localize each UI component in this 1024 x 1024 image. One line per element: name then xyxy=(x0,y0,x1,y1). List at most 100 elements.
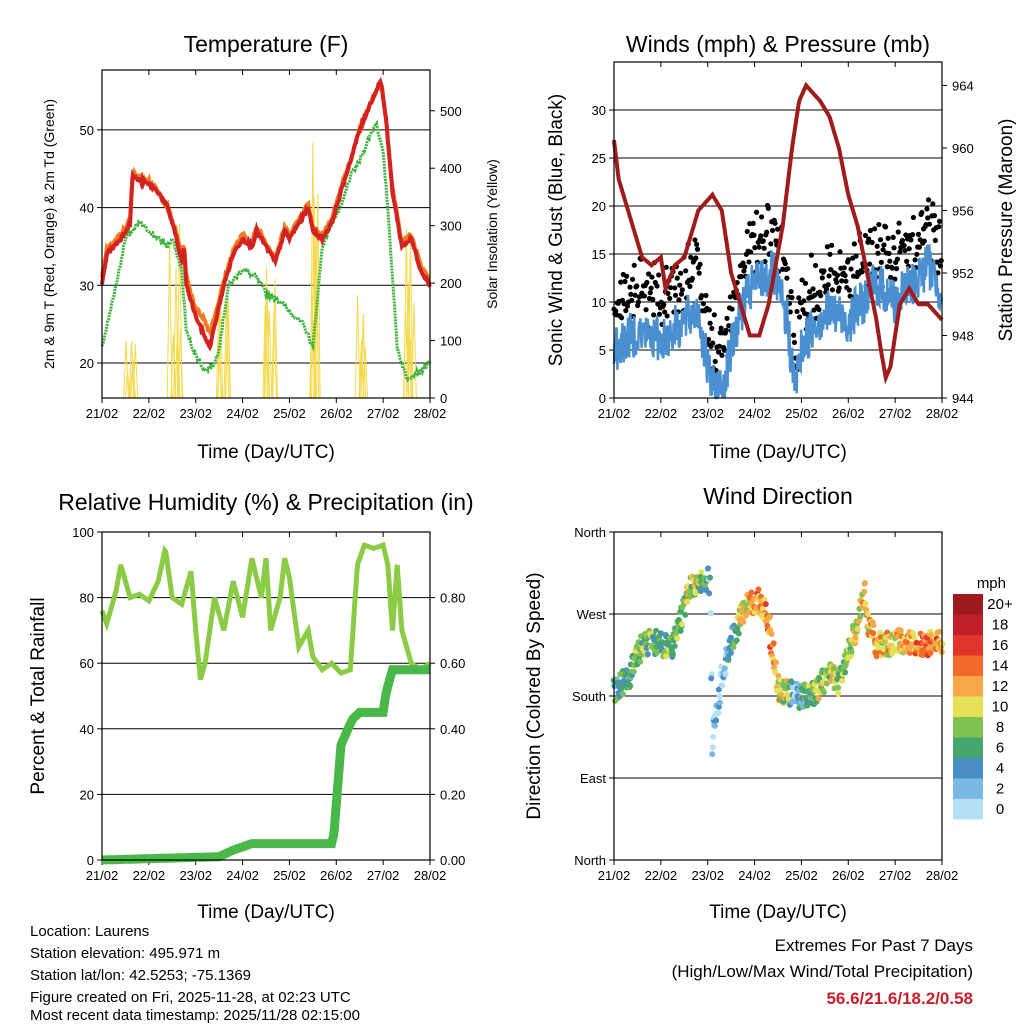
gust-point xyxy=(926,221,933,227)
solar-insolation-spike xyxy=(314,193,321,399)
gust-point xyxy=(889,265,895,271)
gust-point xyxy=(821,268,827,274)
direction-point xyxy=(657,630,664,637)
gust-point xyxy=(689,275,696,282)
y-tick-label: 15 xyxy=(592,247,606,262)
gust-point xyxy=(921,238,927,244)
pressure-ylabel: Station Pressure (Maroon) xyxy=(996,119,1017,342)
direction-point xyxy=(773,659,780,666)
x-tick-label: 22/02 xyxy=(645,406,678,421)
y-right-tick-label: 500 xyxy=(440,104,462,119)
gust-point xyxy=(715,349,722,355)
y-tick-label: 50 xyxy=(80,123,94,138)
direction-point xyxy=(835,684,842,691)
gust-point xyxy=(709,325,715,332)
legend-label: 4 xyxy=(996,760,1004,777)
direction-point xyxy=(870,622,877,629)
gust-point xyxy=(887,258,893,264)
direction-point xyxy=(707,610,714,617)
x-tick-label: 23/02 xyxy=(179,868,212,883)
gust-point xyxy=(799,277,805,283)
gust-point xyxy=(810,286,816,292)
gust-point xyxy=(746,259,752,265)
gust-point xyxy=(796,295,802,301)
gust-point xyxy=(643,307,649,313)
gust-point xyxy=(683,268,689,274)
direction-point xyxy=(719,682,726,689)
gust-point xyxy=(924,206,930,212)
legend-swatch xyxy=(953,635,983,656)
humidity-title: Relative Humidity (%) & Precipitation (i… xyxy=(58,489,473,515)
gust-point xyxy=(801,298,807,304)
legend-label: 20+ xyxy=(987,596,1013,613)
gust-point xyxy=(748,249,754,255)
gust-point xyxy=(703,292,709,299)
gust-point xyxy=(845,257,852,263)
x-tick-label: 23/02 xyxy=(691,406,724,421)
gust-point xyxy=(664,313,670,319)
x-tick-label: 24/02 xyxy=(226,868,259,883)
gust-point xyxy=(627,284,633,290)
solar-insolation-spike xyxy=(130,359,136,399)
gust-point xyxy=(867,227,874,234)
legend-label: 8 xyxy=(996,719,1004,736)
gust-point xyxy=(853,253,859,259)
direction-point xyxy=(835,690,842,697)
gust-point xyxy=(723,327,729,333)
gust-point xyxy=(903,232,909,238)
direction-point xyxy=(861,580,868,587)
gust-point xyxy=(841,265,847,271)
gust-point xyxy=(679,287,685,293)
gust-point xyxy=(654,283,660,289)
gust-point xyxy=(663,264,669,270)
plot-frame xyxy=(613,61,943,399)
gust-point xyxy=(727,294,733,300)
gust-point xyxy=(700,300,707,307)
gust-point xyxy=(629,297,635,303)
gust-point xyxy=(894,256,900,262)
gust-point xyxy=(925,197,932,203)
direction-point xyxy=(627,682,634,689)
gust-point xyxy=(788,288,794,295)
gust-point xyxy=(808,252,814,258)
gust-point xyxy=(674,275,680,281)
gust-point xyxy=(811,307,817,313)
gust-point xyxy=(784,275,790,281)
wind-direction-title: Wind Direction xyxy=(703,483,853,509)
humidity-xlabel: Time (Day/UTC) xyxy=(197,902,335,923)
gust-point xyxy=(904,258,910,264)
plot-frame xyxy=(613,531,943,861)
x-tick-label: 27/02 xyxy=(367,868,400,883)
legend-swatch xyxy=(953,676,983,697)
solar-insolation-spike xyxy=(403,228,410,399)
solar-insolation-spike xyxy=(313,240,320,399)
gust-point xyxy=(644,279,650,286)
direction-point xyxy=(830,665,837,672)
y-tick-label: 25 xyxy=(592,151,606,166)
legend-label: 12 xyxy=(992,678,1009,695)
legend-label: 16 xyxy=(992,637,1009,654)
direction-point xyxy=(894,633,901,640)
gust-point xyxy=(622,278,628,285)
gust-point xyxy=(662,309,668,315)
y-right-tick-label: 0 xyxy=(440,391,447,406)
pressure-line xyxy=(612,81,944,385)
temperature-ylabel: 2m & 9m T (Red, Orange) & 2m Td (Green) xyxy=(41,99,57,369)
direction-point xyxy=(637,658,644,665)
gust-point xyxy=(936,224,942,230)
legend-label: 2 xyxy=(996,781,1004,798)
gust-point xyxy=(876,221,882,228)
gust-point xyxy=(932,237,938,243)
y-tick-label: 40 xyxy=(80,201,94,216)
direction-point xyxy=(735,630,742,637)
x-tick-label: 24/02 xyxy=(738,406,771,421)
solar-insolation-spike xyxy=(360,313,367,399)
legend-swatch xyxy=(953,594,983,615)
y-right-tick-label: 964 xyxy=(952,78,974,93)
direction-point xyxy=(728,649,735,656)
solar-insolation-spike xyxy=(124,372,131,399)
direction-point xyxy=(783,691,790,698)
y-right-tick-label: 400 xyxy=(440,161,462,176)
solar-insolation-spike xyxy=(272,278,278,399)
